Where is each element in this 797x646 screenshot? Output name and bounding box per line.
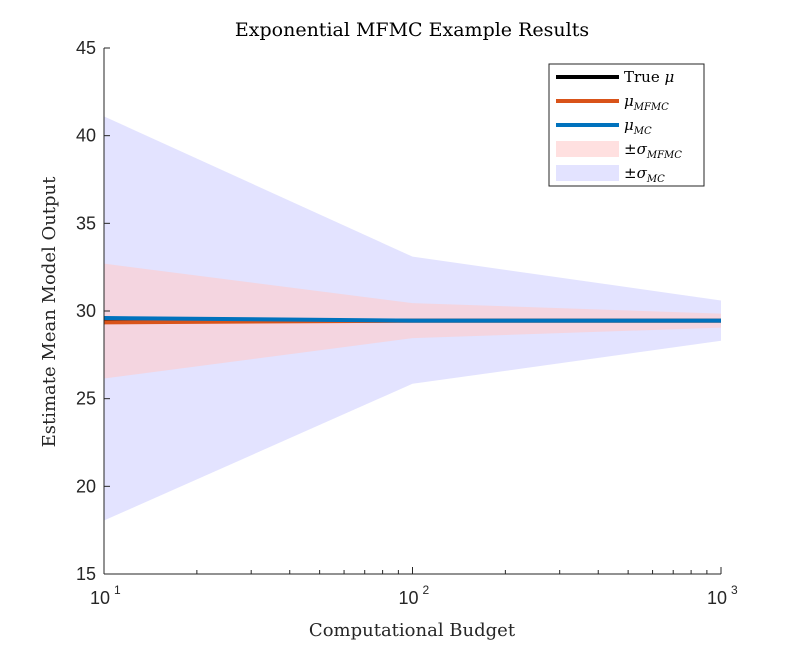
chart-title: Exponential MFMC Example Results xyxy=(235,19,589,41)
legend: True μ μMFMC μMC ±σMFMC ±σMC xyxy=(548,63,705,187)
x-tick-exponent: 3 xyxy=(731,583,738,597)
ticks: 15 20 25 30 35 40 45 10 1 10 2 10 3 xyxy=(76,38,738,608)
y-tick-label: 40 xyxy=(76,126,96,146)
legend-swatch xyxy=(556,141,619,157)
y-tick-label: 30 xyxy=(76,301,96,321)
y-tick-label: 20 xyxy=(76,476,96,496)
x-tick-label: 10 xyxy=(90,588,110,608)
y-tick-label: 15 xyxy=(76,564,96,584)
y-tick-label: 45 xyxy=(76,38,96,58)
line-mc xyxy=(103,316,721,323)
legend-label: ±σMFMC xyxy=(624,140,682,161)
mean-lines xyxy=(103,316,721,325)
y-axis-label: Estimate Mean Model Output xyxy=(39,176,60,448)
x-tick-exponent: 1 xyxy=(114,583,121,597)
legend-label: True μ xyxy=(624,68,674,86)
x-tick-label: 10 xyxy=(707,588,727,608)
legend-label: μMC xyxy=(624,116,652,137)
legend-swatch xyxy=(556,165,619,181)
x-axis-label: Computational Budget xyxy=(309,620,516,641)
legend-label: μMFMC xyxy=(624,92,669,113)
x-tick-label: 10 xyxy=(398,588,418,608)
legend-label: ±σMC xyxy=(624,164,665,185)
y-tick-label: 35 xyxy=(76,213,96,233)
y-tick-label: 25 xyxy=(76,389,96,409)
x-tick-exponent: 2 xyxy=(423,583,430,597)
